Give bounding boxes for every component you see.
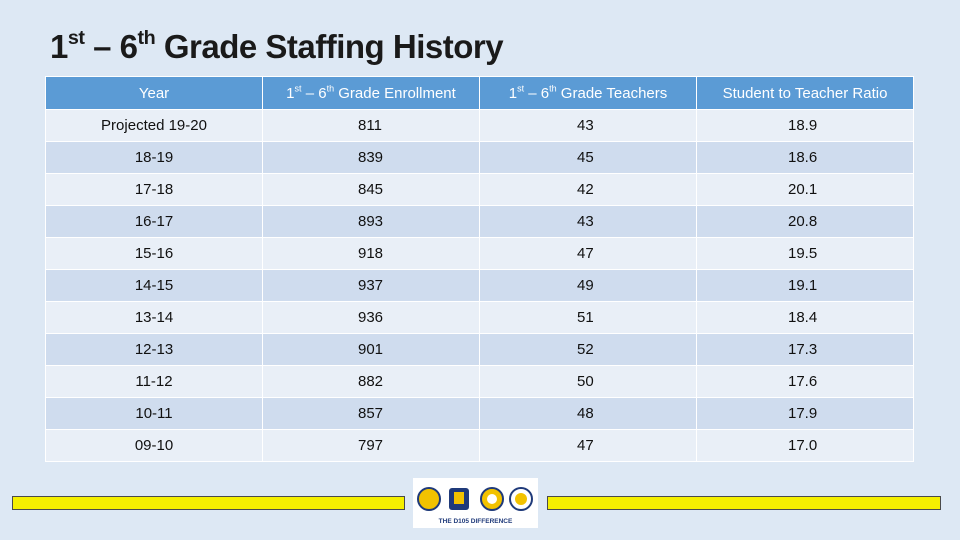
table-row: Projected 19-20 811 43 18.9 [45,109,914,142]
table-cell: 839 [262,141,480,174]
text-part: 1 [508,84,518,102]
superscript: th [137,27,156,50]
table-cell: 47 [479,429,697,462]
text-part: Student to Teacher Ratio [722,84,888,102]
table-cell: 17-18 [45,173,263,206]
table-cell: 14-15 [45,269,263,302]
table-cell: 797 [262,429,480,462]
table-row: 17-18 845 42 20.1 [45,173,914,206]
table-cell: 17.0 [696,429,914,462]
table-cell: 11-12 [45,365,263,398]
table-cell: 10-11 [45,397,263,430]
table-row: 11-12 882 50 17.6 [45,365,914,398]
text-part: – 6 [301,84,327,102]
header-row: Year 1st – 6th Grade Enrollment 1st – 6th … [45,76,914,110]
table-cell: 45 [479,141,697,174]
table-cell: 918 [262,237,480,270]
logo-icons [417,487,533,511]
table-row: 10-11 857 48 17.9 [45,397,914,430]
table-cell: 811 [262,109,480,142]
table-cell: 901 [262,333,480,366]
column-header: 1st – 6th Grade Teachers [479,76,697,110]
table-cell: 43 [479,205,697,238]
staffing-table: Year 1st – 6th Grade Enrollment 1st – 6th … [45,76,914,462]
table-cell: 42 [479,173,697,206]
table-body: Projected 19-20 811 43 18.9 18-19 839 45 18.6 17… [45,109,914,462]
table-cell: 47 [479,237,697,270]
logo-text: THE D105 DIFFERENCE [438,518,513,525]
table-row: 16-17 893 43 20.8 [45,205,914,238]
table-row: 12-13 901 52 17.3 [45,333,914,366]
table-cell: 937 [262,269,480,302]
table-cell: 51 [479,301,697,334]
superscript: st [67,27,85,50]
table-cell: 49 [479,269,697,302]
table-cell: 17.3 [696,333,914,366]
table-cell: 18.6 [696,141,914,174]
table-cell: Projected 19-20 [45,109,263,142]
table-cell: 20.8 [696,205,914,238]
table-cell: 09-10 [45,429,263,462]
table-cell: 18.9 [696,109,914,142]
column-header: 1st – 6th Grade Enrollment [262,76,480,110]
table-cell: 16-17 [45,205,263,238]
table-row: 09-10 797 47 17.0 [45,429,914,462]
superscript: st [294,83,302,94]
table-cell: 893 [262,205,480,238]
table-cell: 12-13 [45,333,263,366]
table-row: 15-16 918 47 19.5 [45,237,914,270]
decor-bar [12,496,405,510]
table-cell: 17.6 [696,365,914,398]
text-part: Grade Enrollment [334,84,456,102]
table-cell: 20.1 [696,173,914,206]
table-row: 13-14 936 51 18.4 [45,301,914,334]
superscript: st [517,83,525,94]
table-cell: 19.1 [696,269,914,302]
table-cell: 845 [262,173,480,206]
table-cell: 18.4 [696,301,914,334]
slide-title: 1st – 6th Grade Staffing History [50,27,504,66]
text-part: – 6 [524,84,550,102]
decor-bar [547,496,941,510]
text-part: 1 [286,84,295,102]
superscript: th [326,83,335,94]
text-part: – 6 [84,28,138,65]
text-part: Grade Staffing History [155,28,504,65]
table-cell: 19.5 [696,237,914,270]
column-header: Year [45,76,263,110]
table-cell: 18-19 [45,141,263,174]
table-row: 14-15 937 49 19.1 [45,269,914,302]
text-part: Grade Teachers [556,84,668,102]
table-row: 18-19 839 45 18.6 [45,141,914,174]
superscript: th [549,83,557,94]
table-cell: 13-14 [45,301,263,334]
table-cell: 50 [479,365,697,398]
table-cell: 857 [262,397,480,430]
logo: THE D105 DIFFERENCE [413,478,538,528]
table-cell: 43 [479,109,697,142]
table-cell: 882 [262,365,480,398]
table-cell: 936 [262,301,480,334]
table-cell: 15-16 [45,237,263,270]
table-cell: 48 [479,397,697,430]
text-part: Year [138,84,170,102]
table-cell: 17.9 [696,397,914,430]
table-cell: 52 [479,333,697,366]
text-part: 1 [50,28,68,65]
column-header: Student to Teacher Ratio [696,76,914,110]
